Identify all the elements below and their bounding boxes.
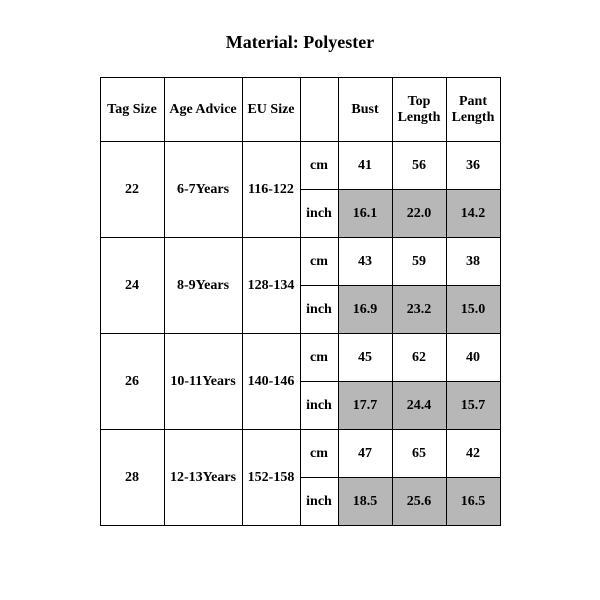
- cell-age-advice: 10-11Years: [164, 334, 242, 430]
- cell-unit-inch: inch: [300, 286, 338, 334]
- cell-bust-cm: 47: [338, 430, 392, 478]
- cell-eu-size: 152-158: [242, 430, 300, 526]
- cell-unit-cm: cm: [300, 334, 338, 382]
- cell-bust-inch: 16.1: [338, 190, 392, 238]
- table-row: 28 12-13Years 152-158 cm 47 65 42: [100, 430, 500, 478]
- page-title: Material: Polyester: [0, 0, 600, 77]
- cell-bust-cm: 43: [338, 238, 392, 286]
- cell-pantlen-cm: 42: [446, 430, 500, 478]
- cell-age-advice: 6-7Years: [164, 142, 242, 238]
- cell-unit-cm: cm: [300, 142, 338, 190]
- cell-toplen-inch: 23.2: [392, 286, 446, 334]
- cell-pantlen-cm: 38: [446, 238, 500, 286]
- cell-tag-size: 22: [100, 142, 164, 238]
- cell-age-advice: 12-13Years: [164, 430, 242, 526]
- table-row: 26 10-11Years 140-146 cm 45 62 40: [100, 334, 500, 382]
- col-eu-size: EU Size: [242, 78, 300, 142]
- cell-unit-cm: cm: [300, 238, 338, 286]
- cell-toplen-cm: 62: [392, 334, 446, 382]
- cell-pantlen-inch: 14.2: [446, 190, 500, 238]
- cell-toplen-cm: 65: [392, 430, 446, 478]
- cell-eu-size: 128-134: [242, 238, 300, 334]
- cell-pantlen-inch: 15.7: [446, 382, 500, 430]
- cell-eu-size: 140-146: [242, 334, 300, 430]
- col-tag-size: Tag Size: [100, 78, 164, 142]
- cell-tag-size: 26: [100, 334, 164, 430]
- cell-tag-size: 28: [100, 430, 164, 526]
- cell-bust-inch: 18.5: [338, 478, 392, 526]
- cell-age-advice: 8-9Years: [164, 238, 242, 334]
- cell-unit-inch: inch: [300, 382, 338, 430]
- table-row: 22 6-7Years 116-122 cm 41 56 36: [100, 142, 500, 190]
- cell-bust-inch: 17.7: [338, 382, 392, 430]
- cell-toplen-inch: 25.6: [392, 478, 446, 526]
- cell-toplen-inch: 24.4: [392, 382, 446, 430]
- cell-toplen-cm: 56: [392, 142, 446, 190]
- cell-pantlen-cm: 40: [446, 334, 500, 382]
- cell-toplen-inch: 22.0: [392, 190, 446, 238]
- col-pant-length: Pant Length: [446, 78, 500, 142]
- size-table: Tag Size Age Advice EU Size Bust Top Len…: [100, 77, 501, 526]
- col-unit: [300, 78, 338, 142]
- cell-unit-inch: inch: [300, 478, 338, 526]
- cell-bust-cm: 45: [338, 334, 392, 382]
- col-bust: Bust: [338, 78, 392, 142]
- table-header-row: Tag Size Age Advice EU Size Bust Top Len…: [100, 78, 500, 142]
- cell-bust-inch: 16.9: [338, 286, 392, 334]
- table-row: 24 8-9Years 128-134 cm 43 59 38: [100, 238, 500, 286]
- cell-bust-cm: 41: [338, 142, 392, 190]
- col-age-advice: Age Advice: [164, 78, 242, 142]
- cell-pantlen-cm: 36: [446, 142, 500, 190]
- col-top-length: Top Length: [392, 78, 446, 142]
- cell-tag-size: 24: [100, 238, 164, 334]
- cell-unit-inch: inch: [300, 190, 338, 238]
- cell-unit-cm: cm: [300, 430, 338, 478]
- cell-pantlen-inch: 15.0: [446, 286, 500, 334]
- cell-toplen-cm: 59: [392, 238, 446, 286]
- cell-pantlen-inch: 16.5: [446, 478, 500, 526]
- cell-eu-size: 116-122: [242, 142, 300, 238]
